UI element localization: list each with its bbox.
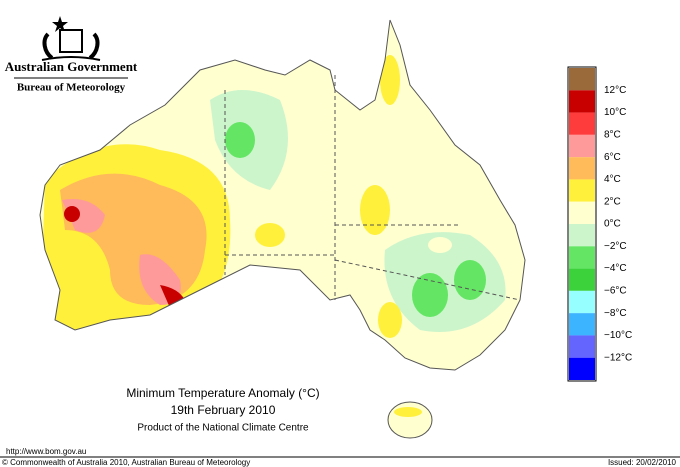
- legend-swatch: [569, 90, 595, 113]
- footer-issued: Issued: 20/02/2010: [608, 458, 677, 467]
- map: [39, 19, 526, 439]
- legend-swatch: [569, 201, 595, 224]
- legend-label: 2°C: [604, 196, 621, 207]
- legend-frame: [567, 66, 597, 382]
- legend-label: −12°C: [604, 352, 632, 363]
- legend-swatch: [569, 246, 595, 269]
- legend-swatch: [569, 134, 595, 158]
- legend-swatch: [569, 224, 595, 247]
- legend-label: 12°C: [604, 85, 626, 96]
- map-date: 19th February 2010: [171, 403, 276, 417]
- legend-label: 10°C: [604, 107, 626, 118]
- legend-swatch: [569, 112, 595, 135]
- legend-label: −2°C: [604, 241, 627, 252]
- legend-label: −8°C: [604, 308, 627, 319]
- legend-label: −6°C: [604, 285, 627, 296]
- legend-swatch: [569, 313, 595, 336]
- legend-swatch: [569, 179, 595, 202]
- legend-swatch: [569, 268, 595, 291]
- legend-label: −4°C: [604, 263, 627, 274]
- org-subtitle: Bureau of Meteorology: [17, 82, 126, 94]
- legend-label: 8°C: [604, 129, 621, 140]
- legend-swatch: [569, 290, 595, 314]
- legend-label: 4°C: [604, 174, 621, 185]
- legend-swatch: [569, 357, 595, 380]
- legend-swatch: [569, 68, 595, 91]
- legend: 12°C 10°C 8°C 6°C 4°C 2°C 0°C −2°C −4°C −6°C −8°C −…: [567, 66, 632, 382]
- legend-swatch: [569, 157, 595, 180]
- legend-label: −10°C: [604, 330, 632, 341]
- legend-swatch: [569, 335, 595, 358]
- map-title: Minimum Temperature Anomaly (°C): [126, 386, 319, 400]
- org-title: Australian Government: [5, 59, 138, 74]
- legend-label: 0°C: [604, 219, 621, 230]
- logo: [41, 16, 101, 61]
- footer-copyright: © Commonwealth of Australia 2010, Austra…: [2, 458, 250, 467]
- footer-url[interactable]: http://www.bom.gov.au: [6, 447, 86, 456]
- legend-label: 6°C: [604, 152, 621, 163]
- map-product: Product of the National Climate Centre: [137, 423, 309, 434]
